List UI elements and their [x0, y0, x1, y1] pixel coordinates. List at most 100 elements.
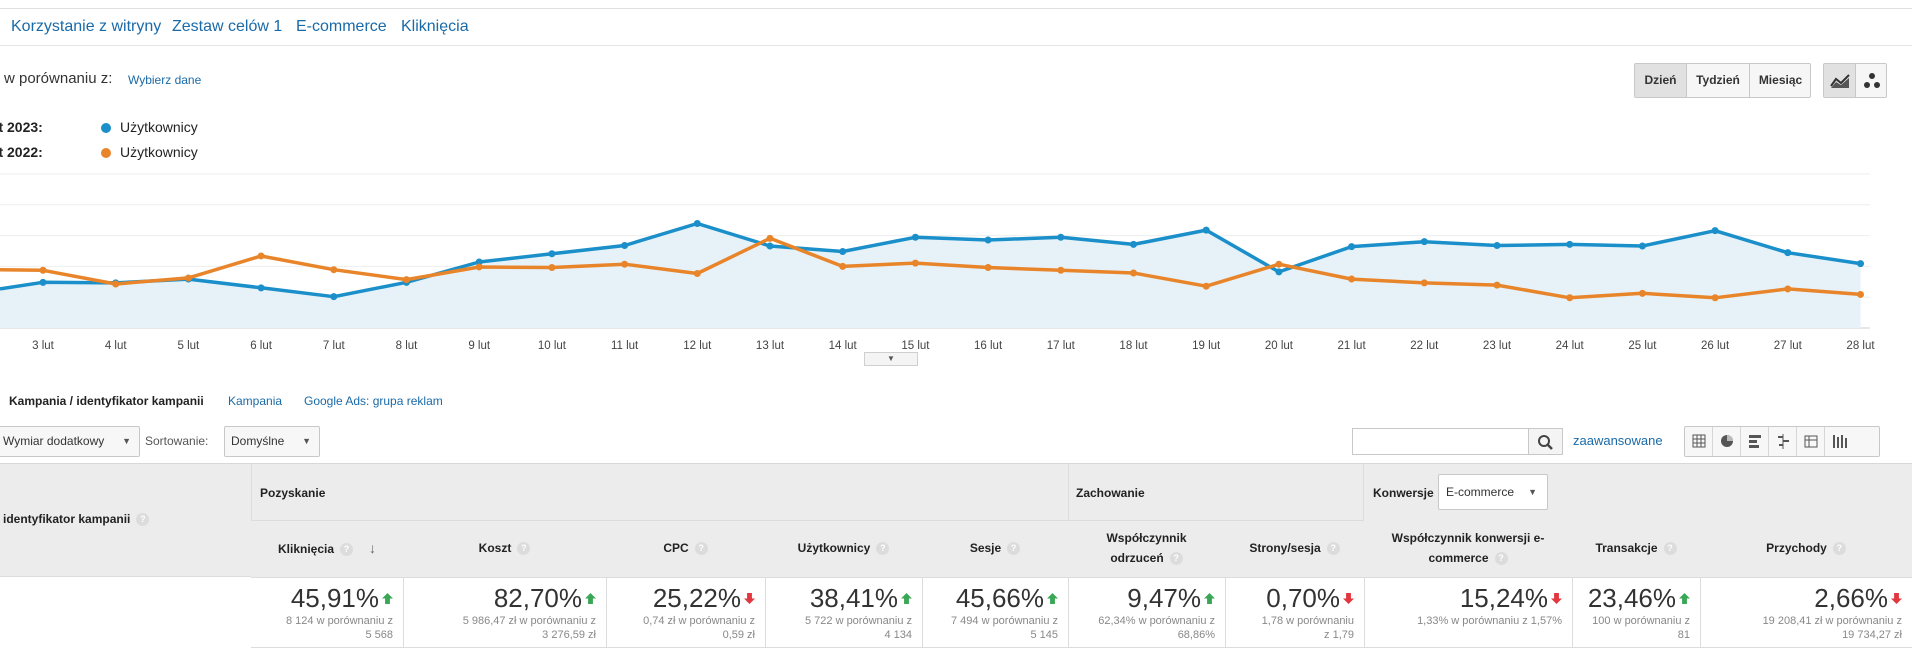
column-header[interactable]: Strony/sesja?	[1225, 521, 1365, 578]
help-icon[interactable]: ?	[517, 542, 531, 556]
column-header[interactable]: Przychody?	[1700, 521, 1912, 578]
data-point	[1420, 238, 1428, 246]
motion-chart-icon[interactable]	[1856, 64, 1887, 97]
percent-change: 23,46%	[1587, 583, 1676, 613]
column-header[interactable]: Współczynnik konwersji e-commerce?	[1364, 521, 1573, 578]
advanced-filter-link[interactable]: zaawansowane	[1573, 433, 1663, 448]
data-point	[1275, 260, 1283, 268]
comparison-value: 4 134	[884, 629, 912, 641]
secondary-dimension-dropdown[interactable]: Wymiar dodatkowy ▼	[0, 426, 140, 457]
data-point	[39, 266, 47, 274]
data-point	[548, 264, 556, 271]
data-point	[1711, 294, 1719, 302]
help-icon[interactable]: ?	[1832, 542, 1846, 556]
pivot-view-icon[interactable]	[1797, 427, 1825, 456]
arrow-up-icon	[1047, 593, 1058, 604]
conversion-type-dropdown[interactable]: E-commerce ▼	[1438, 474, 1548, 510]
column-label-text: commerce	[1428, 551, 1489, 565]
arrow-down-icon	[744, 593, 755, 604]
x-tick-label: 21 lut	[1338, 340, 1367, 352]
help-icon[interactable]: ?	[1494, 552, 1508, 566]
data-point	[39, 278, 47, 286]
dimension-column-header[interactable]: identyfikator kampanii?	[3, 512, 150, 527]
data-point	[1638, 242, 1646, 250]
users-line-chart: 3 lut 4 lut 5 lut 6 lut 7 lut 8 lut 9 lut 10 lu…	[0, 173, 1875, 352]
term-cloud-view-icon[interactable]	[1825, 427, 1853, 456]
column-header[interactable]: CPC?	[606, 521, 766, 578]
dimension-campaign-id: Kampania / identyfikator kampanii	[9, 394, 204, 408]
comparison-value: 0,59 zł	[722, 629, 755, 641]
column-header-label: Strony/sesja?	[1225, 538, 1364, 558]
percent-change: 25,22%	[652, 583, 741, 613]
column-header[interactable]: Współczynnik odrzuceń?	[1068, 521, 1226, 578]
bar-view-icon[interactable]	[1741, 427, 1769, 456]
data-point	[911, 233, 919, 241]
x-tick-label: 9 lut	[468, 340, 491, 352]
help-icon[interactable]: ?	[340, 543, 354, 557]
help-icon[interactable]: ?	[694, 542, 708, 556]
dimension-ads-group[interactable]: Google Ads: grupa reklam	[304, 394, 443, 408]
tab-clicks[interactable]: Kliknięcia	[401, 18, 469, 35]
caret-down-icon: ▼	[1528, 487, 1537, 497]
period-month-button[interactable]: Miesiąc	[1758, 73, 1803, 87]
chart-type-switch	[1823, 63, 1887, 98]
caret-down-icon: ▼	[122, 436, 131, 446]
column-label-text: Transakcje	[1595, 541, 1658, 555]
help-icon[interactable]: ?	[1326, 542, 1340, 556]
data-point	[766, 234, 774, 242]
data-table: identyfikator kampanii? Pozyskanie Zacho…	[0, 463, 1912, 648]
choose-metric-link[interactable]: Wybierz dane	[128, 73, 202, 87]
column-header[interactable]: Sesje?	[922, 521, 1069, 578]
column-header[interactable]: Transakcje?	[1572, 521, 1701, 578]
data-point	[1638, 289, 1646, 297]
tab-ecommerce[interactable]: E-commerce	[296, 18, 387, 35]
column-header[interactable]: Koszt?	[403, 521, 607, 578]
help-icon[interactable]: ?	[136, 513, 150, 527]
help-icon[interactable]: ?	[1663, 542, 1677, 556]
pie-view-icon[interactable]	[1713, 427, 1741, 456]
legend-period: lut 2022:	[0, 144, 43, 160]
data-point	[766, 242, 774, 250]
help-icon[interactable]: ?	[1007, 542, 1021, 556]
x-tick-label: 15 lut	[901, 340, 930, 352]
x-tick-label: 13 lut	[756, 340, 785, 352]
x-tick-label: 3 lut	[32, 340, 55, 352]
column-label-text: Współczynnik konwersji e-	[1391, 531, 1545, 545]
column-header[interactable]: Użytkownicy?	[765, 521, 923, 578]
chart-lines	[0, 220, 1864, 302]
percent-change: 45,91%	[290, 583, 379, 613]
total-cell: 9,47% 62,34% w porównaniu z 68,86%	[1068, 577, 1226, 648]
dimension-campaign[interactable]: Kampania	[228, 394, 283, 408]
collapse-chart-toggle[interactable]: ▼	[864, 352, 918, 366]
line-chart-icon[interactable]	[1824, 64, 1856, 97]
tab-site-usage[interactable]: Korzystanie z witryny	[11, 18, 162, 35]
arrow-up-icon	[901, 593, 912, 604]
data-point	[1202, 282, 1210, 290]
period-week-button[interactable]: Tydzień	[1687, 64, 1750, 97]
comparison-view-icon[interactable]	[1769, 427, 1797, 456]
column-header-label: Koszt?	[403, 538, 606, 558]
period-day-button[interactable]: Dzień	[1635, 64, 1687, 97]
table-view-switch	[1684, 426, 1880, 457]
group-conversions: Konwersje	[1373, 486, 1434, 500]
search-button[interactable]	[1529, 428, 1563, 455]
data-point	[1493, 281, 1501, 289]
total-cell: 45,91% 8 124 w porównaniu z 5 568	[251, 577, 404, 648]
x-tick-label: 16 lut	[974, 340, 1003, 352]
comparison-value: z 1,79	[1324, 629, 1354, 641]
chart-areas	[0, 223, 1861, 328]
table-search-input[interactable]	[1352, 428, 1529, 455]
table-view-icon[interactable]	[1685, 427, 1713, 456]
column-header[interactable]: Kliknięcia? ↓	[251, 521, 404, 578]
data-point	[112, 280, 120, 288]
column-label-text: Sesje	[969, 541, 1002, 555]
column-header-label: Współczynnik odrzuceń?	[1068, 528, 1225, 568]
tab-goal-set-1[interactable]: Zestaw celów 1	[172, 18, 283, 35]
help-icon[interactable]: ?	[1169, 552, 1183, 566]
help-icon[interactable]: ?	[876, 542, 890, 556]
sort-arrow-icon[interactable]: ↓	[369, 540, 377, 556]
legend-period: lut 2023:	[0, 119, 43, 135]
series-dot-icon	[101, 123, 111, 133]
data-point	[330, 293, 338, 301]
sort-dropdown[interactable]: Domyślne ▼	[224, 426, 320, 457]
